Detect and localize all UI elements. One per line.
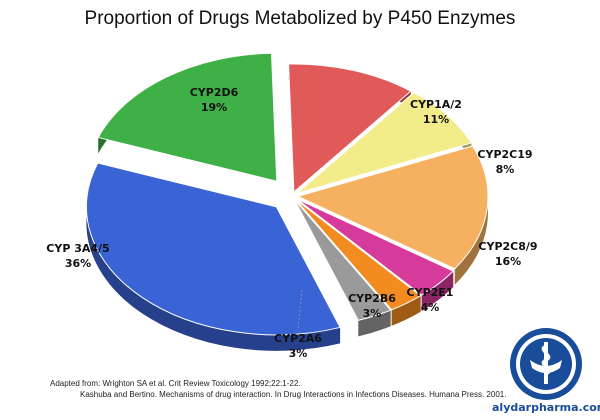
label-cyp2c8-9: CYP2C8/9: [478, 240, 537, 253]
citation-line-1: Adapted from: Wrighton SA et al. Crit Re…: [50, 379, 301, 388]
value-label-cyp2a6: 3%: [289, 347, 308, 360]
label-cyp2c19: CYP2C19: [477, 148, 532, 161]
value-label-cyp2b6: 3%: [363, 307, 382, 320]
leader-line: [297, 289, 303, 331]
label-cyp1a-2: CYP1A/2: [410, 98, 462, 111]
value-label-cyp2c19: 8%: [496, 163, 515, 176]
slice-cyp2c8-9: [296, 145, 489, 270]
slice-side-cyp2b6: [391, 295, 421, 326]
slice-cyp1a-2: [288, 63, 412, 194]
citation: Adapted from: Wrighton SA et al. Crit Re…: [50, 378, 590, 400]
value-label-cyp2d6: 19%: [201, 101, 227, 114]
slice-side-cyp-3a4-5: [86, 163, 341, 351]
slice-cyp2d6: [97, 52, 278, 182]
value-label-cyp2c8-9: 16%: [495, 255, 521, 268]
label-cyp2d6: CYP2D6: [190, 86, 239, 99]
value-label-cyp1a-2: 11%: [423, 113, 449, 126]
slice-cyp2a6: [294, 199, 392, 321]
pharmacy-caduceus-icon: [510, 328, 582, 400]
value-label-cyp2e1: 4%: [421, 301, 440, 314]
label-cyp-3a4-5: CYP 3A4/5: [46, 242, 109, 255]
watermark-text: alydarpharma.com: [492, 401, 600, 414]
label-cyp2b6: CYP2B6: [348, 292, 396, 305]
leader-line: [339, 281, 369, 297]
citation-line-2: Kashuba and Bertino. Mechanisms of drug …: [80, 390, 507, 399]
slice-cyp-3a4-5: [85, 162, 341, 336]
slice-side-cyp2c8-9: [454, 145, 488, 285]
slice-cyp2b6: [295, 199, 422, 311]
value-label-cyp-3a4-5: 36%: [65, 257, 91, 270]
label-cyp2a6: CYP2A6: [274, 332, 322, 345]
slice-cyp2e1: [296, 198, 455, 296]
slice-side-cyp2a6: [358, 310, 391, 337]
label-cyp2e1: CYP2E1: [407, 286, 454, 299]
slice-cyp2c19: [296, 91, 473, 194]
chart-title: Proportion of Drugs Metabolized by P450 …: [84, 8, 516, 29]
slice-side-cyp2e1: [421, 271, 454, 312]
